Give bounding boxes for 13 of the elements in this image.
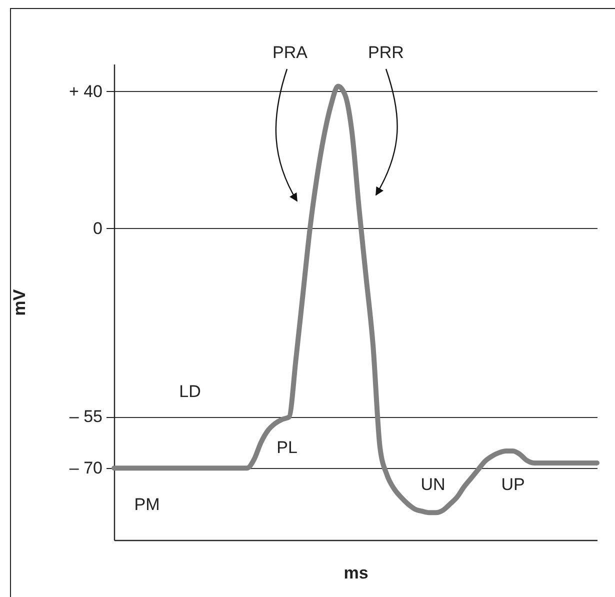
y-tick-label: + 40 xyxy=(68,82,102,101)
x-axis-title: ms xyxy=(344,564,368,582)
annotation: UN xyxy=(420,475,446,494)
y-axis-title: mV xyxy=(10,288,29,316)
annotation: PL xyxy=(276,438,298,457)
annotation: PM xyxy=(134,495,160,514)
annotation: LD xyxy=(179,382,201,401)
text: PRR xyxy=(368,43,404,62)
y-tick-label: 0 xyxy=(93,218,102,238)
y-tick-label: – 70 xyxy=(69,458,102,478)
y-tick-label: – 55 xyxy=(69,407,102,426)
text: PRA xyxy=(272,43,308,62)
annotation: UP xyxy=(501,475,525,494)
